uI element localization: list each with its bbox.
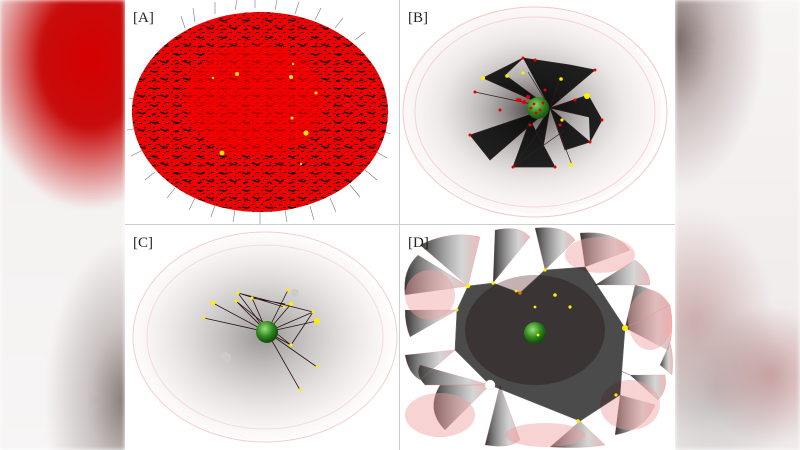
panel-divider-horizontal [125, 224, 675, 225]
panel-a-network [126, 0, 392, 224]
panel-d-network [404, 227, 673, 448]
background-blur-right [675, 0, 800, 450]
panel-b: [B] [400, 0, 674, 224]
panel-b-network [402, 6, 668, 218]
panel-c-label: [C] [133, 235, 153, 251]
panel-d: [D] [400, 225, 674, 449]
panel-c-network [132, 231, 398, 443]
network-figure: [A] [125, 0, 675, 450]
panel-b-label: [B] [408, 10, 428, 26]
panel-a-label: [A] [133, 10, 154, 26]
panel-c: [C] [125, 225, 399, 449]
background-blur-left [0, 0, 125, 450]
panel-a: [A] [125, 0, 399, 224]
panel-divider-vertical [399, 0, 400, 450]
panel-d-label: [D] [408, 235, 429, 251]
